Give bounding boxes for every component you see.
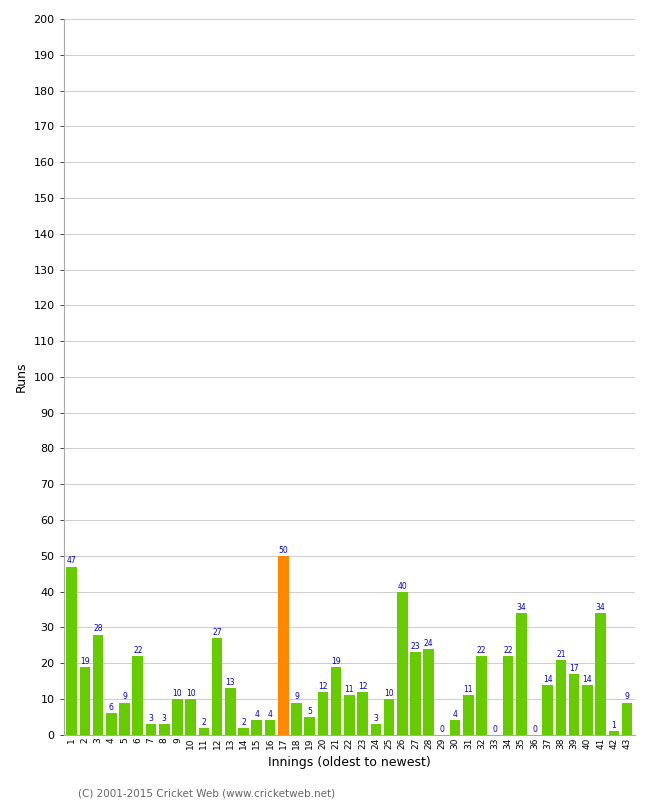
Text: 4: 4: [254, 710, 259, 719]
Bar: [159, 724, 170, 734]
Text: 21: 21: [556, 650, 566, 658]
Text: 22: 22: [503, 646, 513, 655]
Bar: [146, 724, 156, 734]
Text: 9: 9: [625, 693, 629, 702]
Bar: [569, 674, 579, 734]
Text: 34: 34: [516, 603, 526, 612]
Bar: [384, 699, 395, 734]
Text: 47: 47: [67, 557, 77, 566]
Bar: [331, 666, 341, 734]
Bar: [199, 728, 209, 734]
Text: 0: 0: [439, 725, 445, 734]
Bar: [543, 685, 553, 734]
Text: 10: 10: [173, 689, 182, 698]
Text: 28: 28: [94, 625, 103, 634]
Text: 50: 50: [278, 546, 288, 554]
Bar: [358, 692, 368, 734]
Text: 12: 12: [358, 682, 367, 690]
Bar: [397, 592, 408, 734]
Text: (C) 2001-2015 Cricket Web (www.cricketweb.net): (C) 2001-2015 Cricket Web (www.cricketwe…: [78, 788, 335, 798]
Bar: [622, 702, 632, 734]
Bar: [516, 613, 526, 734]
Text: 11: 11: [463, 686, 473, 694]
Bar: [172, 699, 183, 734]
Text: 2: 2: [241, 718, 246, 726]
Text: 3: 3: [149, 714, 153, 723]
Bar: [344, 695, 355, 734]
Text: 13: 13: [226, 678, 235, 687]
Bar: [556, 660, 566, 734]
Text: 3: 3: [373, 714, 378, 723]
Text: 4: 4: [452, 710, 458, 719]
Bar: [502, 656, 514, 734]
Bar: [185, 699, 196, 734]
Bar: [133, 656, 143, 734]
Text: 34: 34: [596, 603, 606, 612]
Bar: [106, 714, 116, 734]
X-axis label: Innings (oldest to newest): Innings (oldest to newest): [268, 756, 431, 769]
Bar: [225, 688, 235, 734]
Text: 9: 9: [294, 693, 299, 702]
Y-axis label: Runs: Runs: [15, 362, 28, 392]
Bar: [291, 702, 302, 734]
Text: 24: 24: [424, 639, 434, 648]
Bar: [582, 685, 593, 734]
Bar: [423, 649, 434, 734]
Bar: [66, 566, 77, 734]
Text: 14: 14: [582, 674, 592, 683]
Text: 17: 17: [569, 664, 579, 673]
Bar: [410, 653, 421, 734]
Text: 10: 10: [384, 689, 394, 698]
Bar: [595, 613, 606, 734]
Text: 19: 19: [332, 657, 341, 666]
Bar: [212, 638, 222, 734]
Text: 14: 14: [543, 674, 552, 683]
Text: 2: 2: [202, 718, 206, 726]
Text: 10: 10: [186, 689, 196, 698]
Text: 40: 40: [397, 582, 407, 590]
Bar: [318, 692, 328, 734]
Text: 4: 4: [268, 710, 272, 719]
Bar: [370, 724, 381, 734]
Text: 12: 12: [318, 682, 328, 690]
Text: 19: 19: [80, 657, 90, 666]
Bar: [265, 721, 276, 734]
Text: 27: 27: [213, 628, 222, 637]
Bar: [450, 721, 460, 734]
Text: 9: 9: [122, 693, 127, 702]
Bar: [79, 666, 90, 734]
Text: 22: 22: [477, 646, 486, 655]
Bar: [463, 695, 474, 734]
Bar: [278, 556, 289, 734]
Text: 1: 1: [612, 721, 616, 730]
Text: 22: 22: [133, 646, 142, 655]
Text: 11: 11: [344, 686, 354, 694]
Text: 0: 0: [532, 725, 537, 734]
Text: 0: 0: [493, 725, 497, 734]
Bar: [476, 656, 487, 734]
Bar: [252, 721, 262, 734]
Text: 5: 5: [307, 707, 312, 716]
Bar: [239, 728, 249, 734]
Text: 3: 3: [162, 714, 166, 723]
Bar: [608, 731, 619, 734]
Bar: [304, 717, 315, 734]
Bar: [93, 634, 103, 734]
Text: 6: 6: [109, 703, 114, 712]
Text: 23: 23: [411, 642, 421, 651]
Bar: [119, 702, 130, 734]
